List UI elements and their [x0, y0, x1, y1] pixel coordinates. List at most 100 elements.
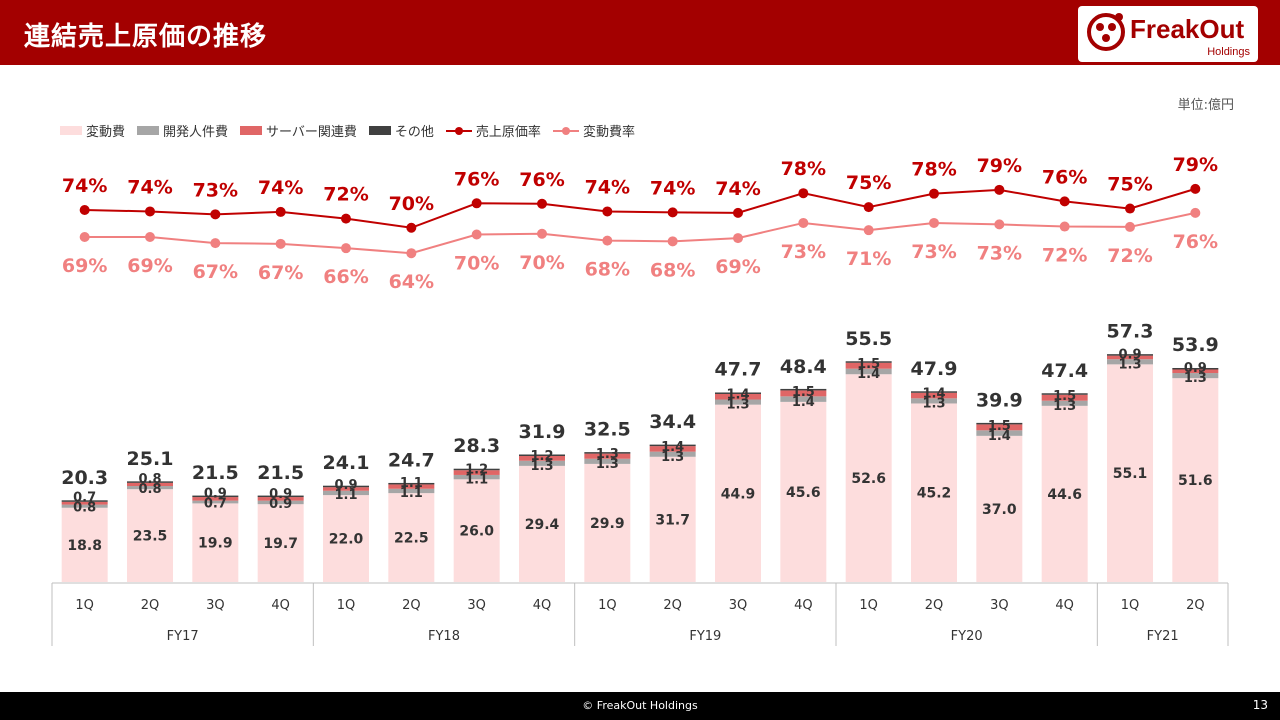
fiscal-year-label: FY21 — [1147, 629, 1179, 644]
bar-other — [1041, 393, 1088, 395]
bar-dev — [584, 458, 631, 464]
quarter-label: 3Q — [729, 598, 748, 613]
fiscal-year-label: FY19 — [689, 629, 721, 644]
quarter-label: 2Q — [402, 598, 421, 613]
bar-variable — [127, 489, 173, 582]
quarter-label: 1Q — [598, 598, 617, 613]
quarter-label: 1Q — [1121, 598, 1140, 613]
cogs-rate-point — [1190, 183, 1201, 194]
unit-label: 単位:億円 — [1177, 98, 1234, 113]
bar-other — [192, 495, 239, 498]
bar-dev — [127, 486, 173, 490]
bar-other — [649, 444, 696, 447]
dev-value-label: 0.8 — [138, 482, 161, 497]
variable-value-label: 19.9 — [198, 536, 233, 552]
bar-variable — [911, 403, 957, 582]
cogs-rate-point — [406, 222, 417, 233]
quarter-label: 1Q — [337, 598, 356, 613]
bar-dev — [780, 396, 827, 402]
variable-rate-point — [275, 238, 286, 249]
dev-value-label: 1.3 — [922, 396, 945, 411]
variable-rate-label: 73% — [977, 242, 1022, 264]
cogs-rate-label: 75% — [1107, 174, 1152, 196]
bar-dev — [845, 368, 892, 375]
bar-variable — [192, 503, 239, 582]
cogs-rate-point — [275, 206, 286, 217]
quarter-label: 4Q — [794, 598, 813, 613]
variable-rate-label: 68% — [585, 259, 630, 281]
legend-item: サーバー関連費 — [240, 121, 357, 140]
legend-swatch — [137, 126, 160, 135]
bar-other — [780, 388, 827, 391]
variable-rate-point — [1190, 207, 1201, 218]
server-value-label: 0.9 — [334, 478, 357, 493]
cogs-rate-label: 74% — [650, 177, 695, 199]
variable-value-label: 51.6 — [1178, 473, 1213, 489]
page-title: 連結売上原価の推移 — [24, 22, 268, 52]
bar-server — [1172, 369, 1219, 374]
cogs-rate-point — [798, 188, 809, 199]
bar-dev — [257, 500, 304, 505]
dev-value-label: 0.8 — [73, 501, 96, 516]
cogs-rate-label: 76% — [454, 168, 499, 190]
legend-item: 変動費 — [60, 121, 125, 140]
bar-dev — [61, 504, 108, 508]
legend-label: 変動費率 — [582, 125, 635, 140]
dev-value-label: 1.1 — [400, 486, 423, 501]
bar-variable — [257, 504, 304, 582]
dev-value-label: 1.4 — [988, 429, 1011, 444]
bar-variable — [388, 493, 435, 582]
dev-value-label: 1.3 — [726, 398, 749, 413]
bar-other — [388, 482, 435, 485]
total-value-label: 28.3 — [453, 435, 500, 457]
total-value-label: 21.5 — [192, 462, 239, 484]
total-value-label: 24.7 — [388, 449, 435, 471]
total-value-label: 55.5 — [845, 328, 892, 350]
chart-legend: 変動費 開発人件費 サーバー関連費 その他 売上原価率 変動費率 — [60, 121, 635, 140]
legend-swatch — [240, 126, 263, 135]
quarter-label: 2Q — [925, 598, 944, 613]
total-value-label: 34.4 — [649, 411, 696, 433]
bar-dev — [1041, 400, 1088, 406]
cogs-rate-label: 73% — [193, 179, 238, 201]
fiscal-year-label: FY17 — [167, 629, 199, 644]
variable-rate-label: 69% — [62, 255, 107, 277]
server-value-label: 0.9 — [1118, 347, 1141, 362]
cogs-rate-label: 76% — [519, 169, 564, 191]
cogs-rate-point — [733, 207, 743, 218]
bar-variable — [976, 435, 1023, 582]
bar-other — [911, 391, 957, 393]
bar-dev — [1107, 359, 1153, 365]
variable-value-label: 26.0 — [459, 524, 494, 540]
variable-rate-point — [79, 232, 90, 242]
variable-rate-label: 76% — [1173, 231, 1218, 253]
total-value-label: 47.7 — [715, 359, 762, 381]
total-value-label: 47.4 — [1041, 360, 1088, 382]
variable-value-label: 29.4 — [525, 517, 560, 533]
bar-other — [519, 454, 565, 456]
bar-other — [1172, 367, 1219, 370]
bar-dev — [911, 398, 957, 404]
legend-label: サーバー関連費 — [266, 125, 357, 140]
server-value-label: 1.5 — [857, 357, 880, 372]
bar-other — [61, 500, 108, 502]
cogs-rate-point — [1059, 196, 1070, 207]
cogs-rate-point — [1125, 203, 1135, 214]
cogs-rate-label: 74% — [715, 178, 760, 200]
quarter-label: 2Q — [1186, 598, 1205, 613]
legend-swatch — [445, 125, 472, 137]
bar-other — [584, 452, 631, 454]
cogs-rate-label: 74% — [585, 176, 630, 198]
bar-server — [1107, 355, 1153, 360]
server-value-label: 1.1 — [400, 476, 423, 491]
bar-server — [649, 446, 696, 452]
variable-value-label: 22.0 — [329, 532, 364, 548]
legend-item: 変動費率 — [552, 121, 635, 140]
bar-other — [1107, 354, 1153, 356]
dev-value-label: 1.3 — [596, 457, 619, 472]
bar-server — [453, 470, 500, 475]
variable-rate-label: 67% — [193, 261, 238, 283]
variable-value-label: 44.6 — [1047, 487, 1082, 503]
variable-value-label: 19.7 — [263, 536, 298, 552]
dev-value-label: 1.1 — [465, 472, 488, 487]
